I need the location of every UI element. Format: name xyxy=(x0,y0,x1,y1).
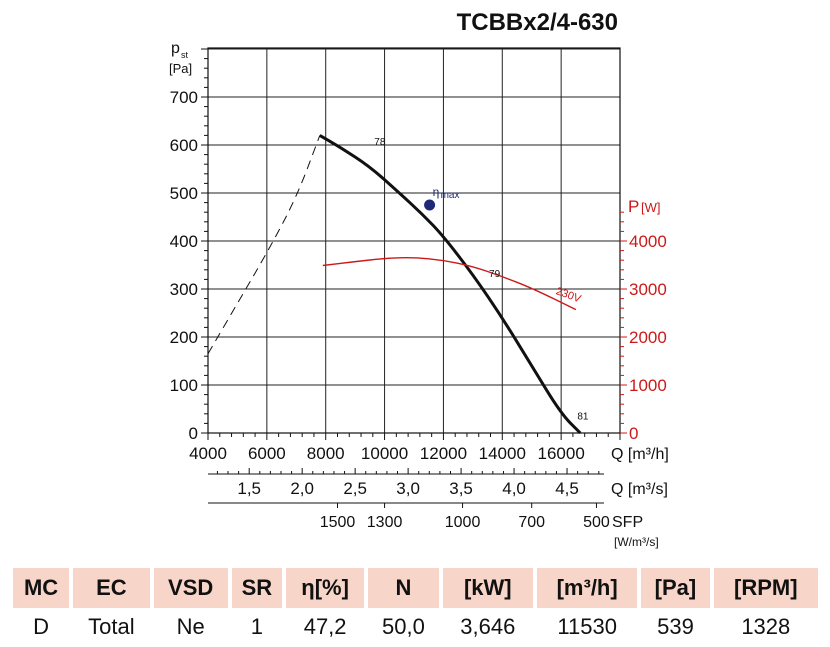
power-curve xyxy=(322,256,577,311)
x-m3h-tick-label: 8000 xyxy=(307,444,345,463)
x-m3h-label: Q [m³/h] xyxy=(611,446,669,463)
x-sfp-label: SFP xyxy=(612,514,643,531)
x-sfp-tick-label: 1500 xyxy=(320,514,356,531)
x-sfp-tick-label: 500 xyxy=(583,514,610,531)
header-flow: [m³/h] xyxy=(537,568,638,608)
x-m3s-label: Q [m³/s] xyxy=(611,481,668,498)
y-left-tick-label: 100 xyxy=(170,376,198,395)
eta-max-label-sub: max xyxy=(441,190,460,201)
fan-curve-chart: TCBBx2/4-630 0 100 200 300 400 500 600 700 p st[Pa… xyxy=(169,9,669,549)
cell-ec: Total xyxy=(88,614,135,639)
y-right-unit: [W] xyxy=(641,200,661,215)
y-right-tick-label: 0 xyxy=(629,424,638,443)
y-right-tick-label: 3000 xyxy=(629,280,667,299)
x-sfp-tick-label: 700 xyxy=(518,514,545,531)
y-left-tick-label: 0 xyxy=(189,424,198,443)
x-m3h-tick-label: 12000 xyxy=(420,444,467,463)
y-right-tick-label: 1000 xyxy=(629,376,667,395)
y-left-tick-label: 700 xyxy=(170,88,198,107)
header-mc: MC xyxy=(13,568,70,608)
pressure-curve xyxy=(319,134,582,435)
x-sfp-tick-label: 1300 xyxy=(367,514,403,531)
x-m3s-tick-label: 2,0 xyxy=(290,479,314,498)
cell-flow: 11530 xyxy=(557,614,617,639)
cell-n: 50,0 xyxy=(382,614,425,639)
header-efficiency: η[%] xyxy=(286,568,365,608)
cell-sr: 1 xyxy=(250,614,264,639)
x-m3h-tick-label: 6000 xyxy=(248,444,286,463)
chart-title: TCBBx2/4-630 xyxy=(457,9,618,36)
table-header-row: MC EC VSD SR η[%] N [kW] [m³/h] [Pa] [RP… xyxy=(13,568,818,608)
y-left-label: p xyxy=(171,40,180,57)
header-sr: SR xyxy=(231,568,282,608)
eta-max-marker xyxy=(424,199,436,211)
y-left-tick-label: 400 xyxy=(170,232,198,251)
x-m3s-tick-label: 3,5 xyxy=(449,479,473,498)
y-left-tick-label: 600 xyxy=(170,136,198,155)
x-m3h-tick-label: 4000 xyxy=(189,444,227,463)
cell-vsd: Ne xyxy=(176,614,205,639)
performance-table: MC EC VSD SR η[%] N [kW] [m³/h] [Pa] [RP… xyxy=(9,568,822,646)
cell-mc: D xyxy=(33,614,50,639)
y-right-label: P xyxy=(628,197,639,216)
y-left-tick-label: 200 xyxy=(170,328,198,347)
x-sfp-unit: [W/m³/s] xyxy=(614,535,659,549)
y-left-unit: [Pa] xyxy=(169,61,192,76)
y-left-tick-label: 500 xyxy=(170,184,198,203)
annotation-label: 79 xyxy=(489,269,501,280)
cell-pressure: 539 xyxy=(657,614,694,639)
y-left-label-sub: st xyxy=(181,50,189,60)
eta-max-label: η xyxy=(433,185,440,199)
x-m3s-tick-label: 4,5 xyxy=(555,479,579,498)
x-sfp-tick-label: 1000 xyxy=(445,514,481,531)
x-m3h-tick-label: 16000 xyxy=(538,444,585,463)
cell-kw: 3,646 xyxy=(460,614,516,639)
cell-efficiency: 47,2 xyxy=(303,614,347,639)
header-n: N xyxy=(368,568,439,608)
header-vsd: VSD xyxy=(153,568,228,608)
y-left-tick-label: 300 xyxy=(170,280,198,299)
y-right-tick-label: 2000 xyxy=(629,328,667,347)
header-kw: [kW] xyxy=(442,568,533,608)
x-m3s-tick-label: 2,5 xyxy=(343,479,367,498)
x-m3s-tick-label: 4,0 xyxy=(502,479,526,498)
cell-rpm: 1328 xyxy=(741,614,791,639)
table-row: D Total Ne 1 47,2 50,0 3,646 11530 539 1… xyxy=(13,608,818,646)
x-m3h-tick-label: 10000 xyxy=(361,444,408,463)
y-right-tick-label: 4000 xyxy=(629,232,667,251)
header-rpm: [RPM] xyxy=(713,568,818,608)
annotation-label: 78 xyxy=(374,137,386,148)
header-pressure: [Pa] xyxy=(641,568,710,608)
header-ec: EC xyxy=(73,568,150,608)
annotation-label: 230V xyxy=(554,285,583,305)
x-m3s-tick-label: 1,5 xyxy=(237,479,261,498)
annotation-label: 81 xyxy=(577,412,589,423)
stall-curve xyxy=(207,135,321,355)
x-m3h-tick-label: 14000 xyxy=(479,444,526,463)
x-m3s-tick-label: 3,0 xyxy=(396,479,420,498)
